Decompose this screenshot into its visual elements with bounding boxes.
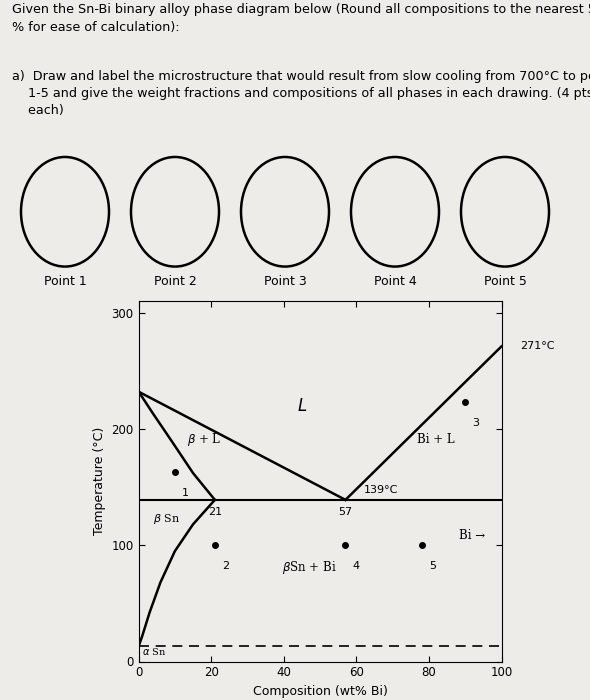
Text: $\alpha$ Sn: $\alpha$ Sn (142, 645, 166, 657)
Text: Point 2: Point 2 (153, 274, 196, 288)
Text: 13°C: 13°C (0, 641, 1, 652)
Text: 139°C: 139°C (363, 485, 398, 495)
Text: a)  Draw and label the microstructure that would result from slow cooling from 7: a) Draw and label the microstructure tha… (12, 70, 590, 117)
Text: Point 3: Point 3 (264, 274, 306, 288)
Text: $\beta$ Sn: $\beta$ Sn (153, 512, 181, 526)
Text: $L$: $L$ (297, 398, 307, 416)
Text: $\beta$ + L: $\beta$ + L (187, 431, 221, 448)
Text: 3: 3 (473, 419, 480, 428)
X-axis label: Composition (wt% Bi): Composition (wt% Bi) (253, 685, 388, 698)
Text: 232°C: 232°C (0, 386, 1, 397)
Text: Bi + L: Bi + L (417, 433, 455, 446)
Text: 21: 21 (208, 507, 222, 517)
Text: $\beta$Sn + Bi: $\beta$Sn + Bi (282, 559, 336, 576)
Text: 57: 57 (339, 507, 353, 517)
Text: Bi →: Bi → (460, 529, 486, 542)
Text: 271°C: 271°C (520, 342, 554, 351)
Text: Point 4: Point 4 (373, 274, 417, 288)
Text: 5: 5 (429, 561, 436, 571)
Y-axis label: Temperature (°C): Temperature (°C) (93, 427, 106, 536)
Text: 4: 4 (353, 561, 360, 571)
Text: Point 1: Point 1 (44, 274, 86, 288)
Text: 2: 2 (222, 561, 230, 571)
Text: Point 5: Point 5 (484, 274, 526, 288)
Text: Given the Sn-Bi binary alloy phase diagram below (Round all compositions to the : Given the Sn-Bi binary alloy phase diagr… (12, 4, 590, 34)
Text: 1: 1 (182, 488, 189, 498)
